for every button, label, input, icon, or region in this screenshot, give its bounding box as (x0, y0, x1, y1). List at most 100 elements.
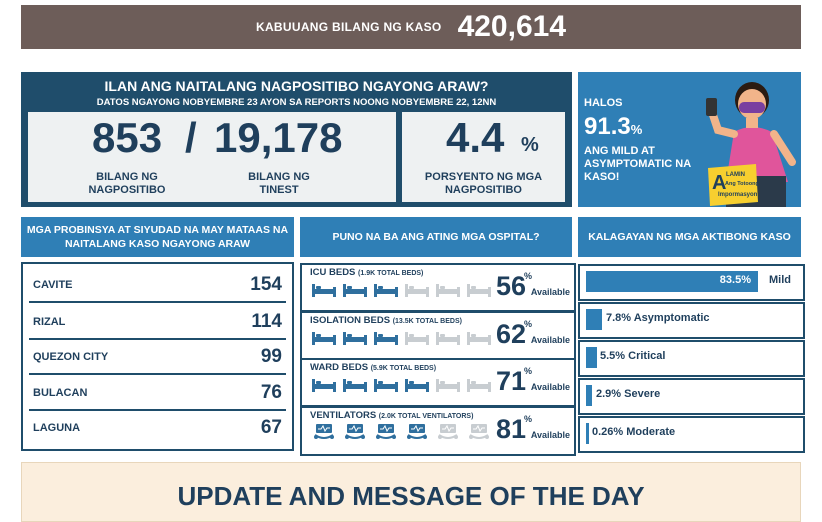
mild-asymptomatic-promo: HALOS 91.3% ANG MILD AT ASYMPTOMATIC NA … (578, 72, 801, 207)
ventilator-icon (314, 424, 334, 439)
active-case-bar (586, 423, 589, 444)
card-title: WARD BEDS (5.9K TOTAL BEDS) (310, 362, 437, 373)
percent-sign: % (523, 366, 532, 376)
card-title: ISOLATION BEDS (13.5K TOTAL BEDS) (310, 315, 462, 326)
province-name: CAVITE (33, 278, 73, 291)
available-label: Available (530, 382, 570, 392)
province-row: LAGUNA 67 (29, 411, 286, 444)
positives-question: ILAN ANG NAITALANG NAGPOSITIBO NGAYONG A… (104, 78, 489, 94)
bed-icon (467, 332, 491, 345)
total-cases-banner: KABUUANG BILANG NG KASO 420,614 (21, 5, 801, 49)
icu-beds-card: ICU BEDS (1.9K TOTAL BEDS) 56 % Availabl… (300, 263, 576, 312)
card-percent: 56 (495, 271, 526, 301)
province-value: 67 (260, 416, 282, 438)
ventilator-icon (376, 424, 396, 439)
person-illustration: A LAMIN Ang Totoong Impormasyon (706, 82, 796, 207)
percent-sign: % (523, 271, 532, 281)
active-case-row: 7.8% Asymptomatic (578, 302, 805, 339)
badge-word-2: Ang Totoong (725, 181, 759, 187)
update-title: UPDATE AND MESSAGE OF THE DAY (177, 481, 645, 511)
province-row: QUEZON CITY 99 (29, 340, 286, 375)
active-case-row: 0.26% Moderate (578, 416, 805, 453)
available-label: Available (530, 335, 570, 345)
bed-capacity-icons (311, 376, 492, 392)
active-case-bar (586, 309, 602, 330)
active-cases-header: KALAGAYAN NG MGA AKTIBONG KASO (578, 217, 801, 257)
isolation-beds-card: ISOLATION BEDS (13.5K TOTAL BEDS) 62 % A… (300, 311, 576, 360)
count-slash: / (185, 114, 197, 161)
positives-count-panel: 853 / 19,178 BILANG NG NAGPOSITIBO BILANG… (28, 112, 396, 202)
badge-letter: A (712, 172, 726, 194)
province-row: BULACAN 76 (29, 376, 286, 411)
active-case-row: 2.9% Severe (578, 378, 805, 415)
province-row: CAVITE 154 (29, 268, 286, 303)
card-percent: 71 (495, 366, 526, 396)
province-name: QUEZON CITY (33, 350, 109, 363)
positive-count: 853 (92, 114, 163, 161)
active-case-value: 83.5% (719, 274, 751, 286)
province-row: RIZAL 114 (29, 305, 286, 340)
bed-icon (312, 379, 336, 392)
promo-percent: 91.3% (584, 113, 643, 140)
bed-icon (312, 284, 336, 297)
bed-icon (436, 332, 460, 345)
promo-caption: ANG MILD AT ASYMPTOMATIC NA KASO! (584, 145, 691, 183)
available-label: Available (530, 430, 570, 440)
bed-icon (436, 284, 460, 297)
province-value: 76 (260, 381, 282, 403)
province-value: 99 (260, 345, 282, 367)
positivity-rate-panel: 4.4 % PORSYENTO NG MGA NAGPOSITIBO (402, 112, 565, 202)
province-value: 154 (250, 273, 282, 295)
ventilator-icon (438, 424, 458, 439)
active-case-row: 5.5% Critical (578, 340, 805, 377)
card-percent: 62 (495, 319, 526, 349)
tested-count-label: BILANG NG TINEST (248, 171, 310, 196)
bed-icon (374, 332, 398, 345)
bed-icon (374, 284, 398, 297)
positives-subtitle: DATOS NGAYONG NOBYEMBRE 23 AYON SA REPOR… (96, 97, 497, 108)
bed-icon (343, 332, 367, 345)
bed-icon (343, 284, 367, 297)
positivity-rate-label: PORSYENTO NG MGA NAGPOSITIBO (424, 171, 543, 196)
total-cases-label: KABUUANG BILANG NG KASO (255, 20, 442, 34)
alamin-badge-icon: A LAMIN Ang Totoong Impormasyon (708, 164, 759, 206)
active-case-bar (586, 271, 758, 292)
total-cases-value: 420,614 (457, 10, 567, 43)
ventilator-icon (407, 424, 427, 439)
ward-beds-card: WARD BEDS (5.9K TOTAL BEDS) 71 % Availab… (300, 358, 576, 407)
active-case-text: 5.5% Critical (600, 350, 666, 362)
percent-sign: % (523, 319, 532, 329)
update-message-box: UPDATE AND MESSAGE OF THE DAY (21, 462, 801, 522)
province-name: LAGUNA (33, 421, 81, 434)
percent-sign: % (523, 414, 532, 424)
bed-icon (405, 284, 429, 297)
provinces-header: MGA PROBINSYA AT SIYUDAD NA MAY MATAAS N… (21, 217, 294, 257)
active-case-text: 7.8% Asymptomatic (606, 312, 710, 324)
bed-icon (436, 379, 460, 392)
bed-icon (374, 379, 398, 392)
positive-count-label: BILANG NG NAGPOSITIBO (88, 171, 166, 196)
positivity-rate: 4.4 (446, 114, 505, 161)
bed-capacity-icons (311, 329, 492, 345)
card-percent: 81 (495, 414, 526, 444)
provinces-list: CAVITE 154 RIZAL 114 QUEZON CITY 99 BULA… (21, 262, 294, 451)
promo-halos: HALOS (584, 97, 623, 109)
active-case-text: 0.26% Moderate (592, 426, 676, 438)
card-title: ICU BEDS (1.9K TOTAL BEDS) (310, 267, 424, 278)
active-case-text: 2.9% Severe (596, 388, 661, 400)
province-name: BULACAN (33, 386, 88, 399)
bed-icon (405, 379, 429, 392)
province-value: 114 (251, 310, 282, 332)
active-case-bar (586, 385, 592, 406)
province-name: RIZAL (33, 315, 66, 328)
ventilator-icon (469, 424, 489, 439)
ventilator-icon (345, 424, 365, 439)
tested-count: 19,178 (214, 114, 343, 161)
active-case-label: Mild (769, 274, 791, 286)
ventilator-capacity-icons (311, 424, 492, 440)
bed-icon (312, 332, 336, 345)
badge-word-1: LAMIN (726, 172, 745, 178)
hospitals-header: PUNO NA BA ANG ATING MGA OSPITAL? (300, 217, 572, 257)
bed-icon (467, 284, 491, 297)
badge-word-3: Impormasyon (718, 192, 758, 198)
